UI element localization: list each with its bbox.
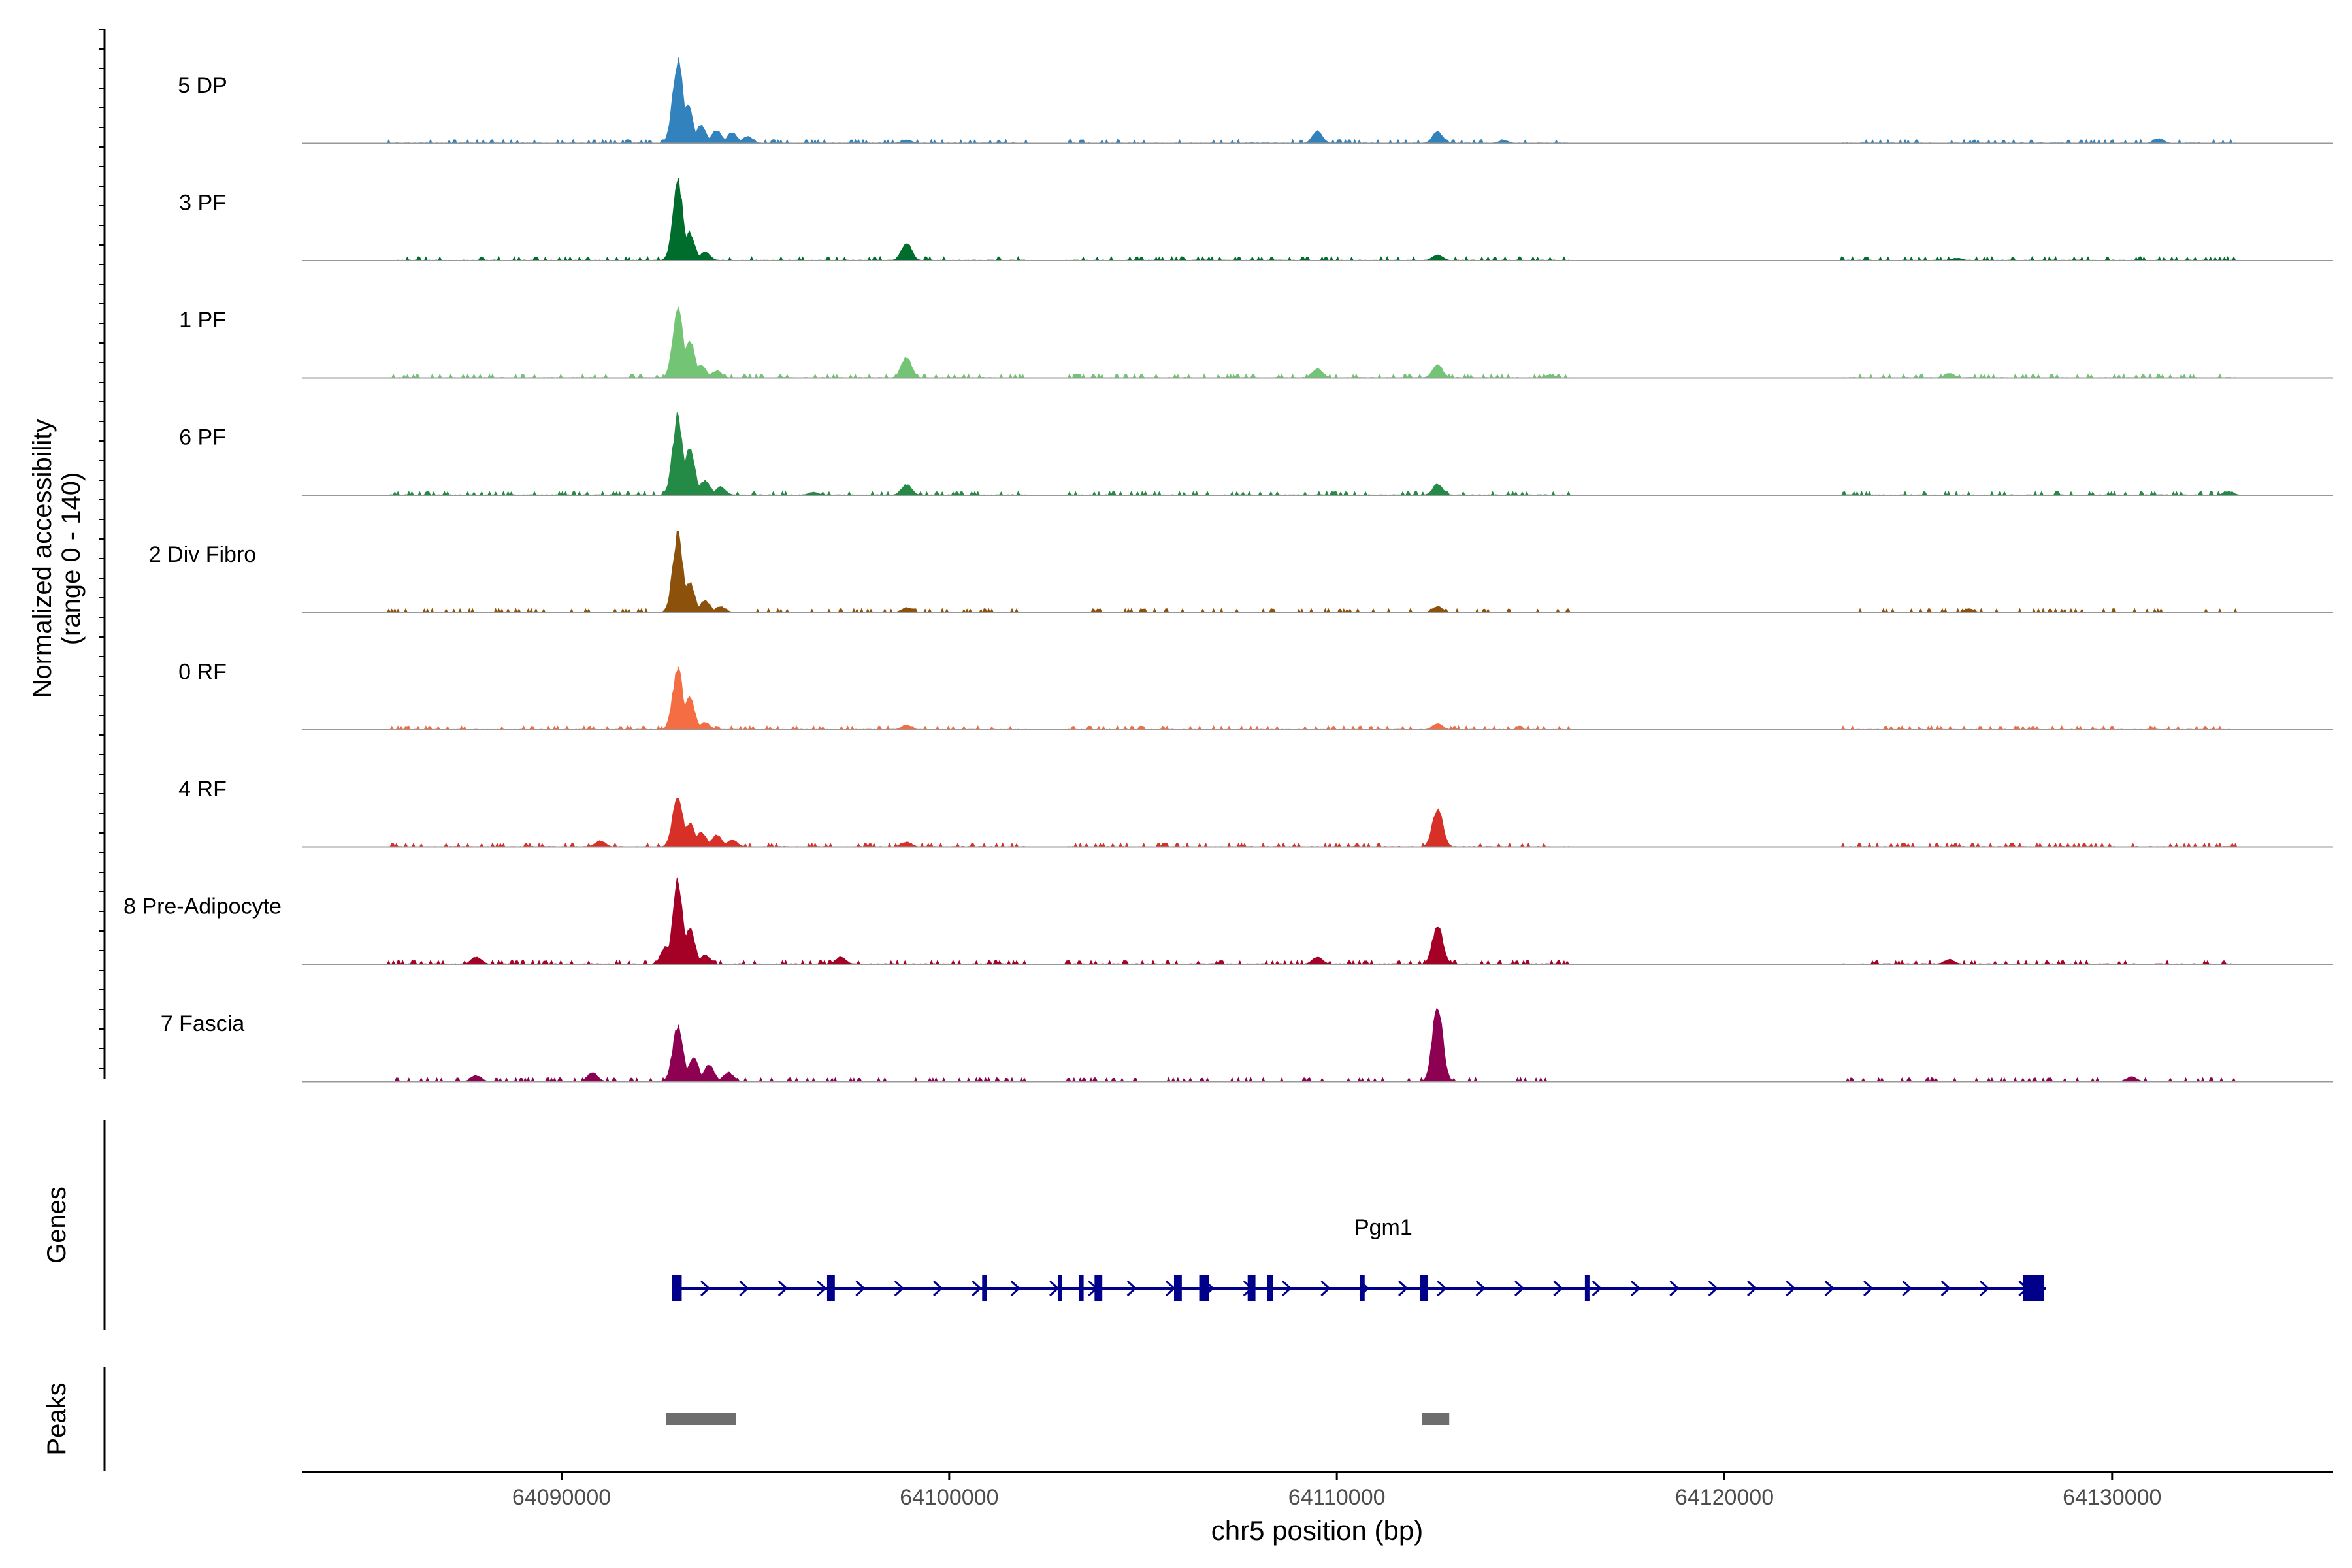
gene-name: Pgm1 (1354, 1215, 1413, 1240)
gene-track: Pgm1 (672, 1215, 2046, 1301)
strand-arrow (700, 1280, 711, 1297)
strand-arrow (1631, 1280, 1641, 1297)
gene-exon (1079, 1275, 1084, 1301)
track-label: 5 DP (178, 73, 227, 98)
gene-exon (1267, 1275, 1273, 1301)
strand-arrow (1824, 1280, 1835, 1297)
strand-arrow (1282, 1280, 1292, 1297)
track-label: 2 Div Fibro (149, 542, 256, 567)
coverage-tracks: 5 DP 3 PF 1 PF 6 PF 2 Div Fibro 0 RF 4 RF 8 Pre… (123, 57, 2333, 1083)
x-tick-label: 64130000 (2063, 1485, 2161, 1510)
track-1-pf: 1 PF (179, 306, 2333, 379)
coverage-area (302, 530, 2333, 613)
gene-exon (1247, 1275, 1256, 1301)
strand-arrow (1940, 1280, 1951, 1297)
coverage-y-ticks (99, 29, 105, 1069)
coverage-area (302, 306, 2333, 379)
gene-exon (1584, 1275, 1590, 1301)
strand-arrow (1902, 1280, 1912, 1297)
gene-exon (1199, 1275, 1209, 1301)
strand-arrow (855, 1280, 866, 1297)
track-4-rf: 4 RF (178, 777, 2333, 848)
gene-exon (1173, 1275, 1182, 1301)
strand-arrow (1553, 1280, 1563, 1297)
track-label: 0 RF (178, 660, 227, 685)
coverage-area (302, 178, 2333, 262)
coverage-area (302, 877, 2333, 966)
track-label: 7 Fascia (161, 1011, 245, 1036)
strand-arrow (1863, 1280, 1874, 1297)
x-axis-label: chr5 position (bp) (1211, 1515, 1424, 1546)
strand-arrow (1437, 1280, 1447, 1297)
x-tick-label: 64100000 (900, 1485, 998, 1510)
strand-arrow (1514, 1280, 1525, 1297)
peak-region (666, 1413, 736, 1425)
gene-exon (1057, 1275, 1062, 1301)
coverage-area (302, 57, 2333, 144)
coverage-area (302, 666, 2333, 731)
gene-exon (1420, 1275, 1428, 1301)
x-tick-label: 64120000 (1675, 1485, 1774, 1510)
strand-arrow (1708, 1280, 1718, 1297)
strand-arrow (1592, 1280, 1602, 1297)
track-3-pf: 3 PF (179, 178, 2333, 262)
track-7-fascia: 7 Fascia (161, 1007, 2333, 1083)
track-5-dp: 5 DP (178, 57, 2333, 144)
strand-arrow (933, 1280, 943, 1297)
genes-label: Genes (42, 1186, 71, 1264)
strand-arrow (1475, 1280, 1486, 1297)
coverage-area (302, 412, 2333, 497)
strand-arrow (1786, 1280, 1796, 1297)
track-0-rf: 0 RF (178, 660, 2333, 731)
strand-arrow (1747, 1280, 1757, 1297)
strand-arrow (1398, 1280, 1409, 1297)
strand-arrow (972, 1280, 982, 1297)
peaks-label: Peaks (42, 1382, 71, 1455)
gene-exon (672, 1275, 682, 1301)
track-label: 1 PF (179, 308, 226, 333)
strand-arrow (777, 1280, 788, 1297)
strand-arrow (1669, 1280, 1680, 1297)
strand-arrow (739, 1280, 749, 1297)
strand-arrow (1010, 1280, 1021, 1297)
track-label: 4 RF (178, 777, 227, 802)
gene-exon (826, 1275, 835, 1301)
gene-exon (2023, 1275, 2044, 1301)
track-6-pf: 6 PF (179, 412, 2333, 497)
track-2-div-fibro: 2 Div Fibro (149, 530, 2333, 613)
strand-arrow (1320, 1280, 1331, 1297)
strand-arrow (1126, 1280, 1137, 1297)
track-8-pre-adipocyte: 8 Pre-Adipocyte (123, 877, 2333, 966)
y-axis-label: Normalized accessibility (28, 419, 57, 698)
track-label: 8 Pre-Adipocyte (123, 894, 282, 919)
coverage-area (302, 1007, 2333, 1083)
peak-track (666, 1413, 1450, 1425)
gene-exon (982, 1275, 987, 1301)
y-axis-range-label: (range 0 - 140) (57, 472, 86, 645)
x-axis-ticks: 64090000 64100000 64110000 64120000 64130000 (512, 1472, 2161, 1510)
x-tick-label: 64110000 (1288, 1485, 1386, 1510)
strand-arrow (817, 1280, 827, 1297)
track-label: 6 PF (179, 425, 226, 450)
coverage-area (302, 797, 2333, 848)
gene-exon (1094, 1275, 1103, 1301)
x-tick-label: 64090000 (512, 1485, 611, 1510)
peak-region (1422, 1413, 1450, 1425)
strand-arrow (1979, 1280, 1990, 1297)
strand-arrow (894, 1280, 904, 1297)
gene-exon (1360, 1275, 1365, 1301)
track-label: 3 PF (179, 191, 226, 216)
